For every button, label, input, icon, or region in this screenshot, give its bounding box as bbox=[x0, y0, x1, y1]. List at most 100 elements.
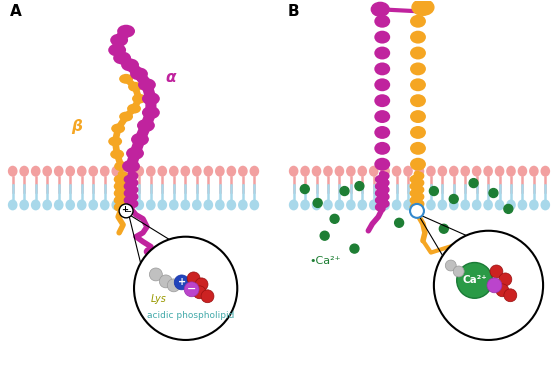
Ellipse shape bbox=[472, 199, 481, 210]
Ellipse shape bbox=[227, 199, 236, 210]
Ellipse shape bbox=[323, 166, 333, 177]
Circle shape bbox=[350, 244, 359, 253]
Circle shape bbox=[175, 275, 189, 290]
Ellipse shape bbox=[42, 166, 52, 177]
Circle shape bbox=[449, 194, 458, 203]
Circle shape bbox=[330, 214, 339, 223]
Ellipse shape bbox=[31, 199, 40, 210]
Ellipse shape bbox=[142, 106, 160, 119]
Ellipse shape bbox=[131, 133, 149, 146]
Ellipse shape bbox=[381, 199, 390, 210]
Ellipse shape bbox=[127, 104, 141, 114]
Circle shape bbox=[150, 268, 162, 281]
Ellipse shape bbox=[113, 52, 131, 65]
Ellipse shape bbox=[357, 199, 367, 210]
Text: +: + bbox=[121, 205, 128, 214]
Ellipse shape bbox=[415, 166, 424, 177]
Ellipse shape bbox=[335, 199, 344, 210]
Ellipse shape bbox=[114, 161, 128, 171]
Ellipse shape bbox=[460, 166, 470, 177]
Ellipse shape bbox=[169, 166, 178, 177]
Ellipse shape bbox=[138, 78, 156, 91]
Ellipse shape bbox=[100, 199, 110, 210]
Ellipse shape bbox=[529, 166, 538, 177]
Text: β: β bbox=[71, 120, 83, 135]
Ellipse shape bbox=[472, 166, 481, 177]
Ellipse shape bbox=[42, 199, 52, 210]
Ellipse shape bbox=[375, 47, 390, 59]
Circle shape bbox=[355, 181, 364, 190]
Circle shape bbox=[456, 262, 493, 298]
Ellipse shape bbox=[110, 34, 128, 47]
Ellipse shape bbox=[375, 63, 390, 75]
Ellipse shape bbox=[410, 110, 426, 123]
Ellipse shape bbox=[483, 166, 493, 177]
Circle shape bbox=[167, 279, 180, 292]
Ellipse shape bbox=[410, 63, 426, 75]
Ellipse shape bbox=[126, 147, 144, 160]
Circle shape bbox=[394, 218, 404, 227]
Ellipse shape bbox=[426, 166, 436, 177]
Circle shape bbox=[187, 272, 200, 285]
Circle shape bbox=[340, 187, 349, 196]
Ellipse shape bbox=[449, 166, 459, 177]
Ellipse shape bbox=[300, 199, 310, 210]
Ellipse shape bbox=[54, 166, 64, 177]
Text: Ca²⁺: Ca²⁺ bbox=[462, 275, 487, 285]
Ellipse shape bbox=[8, 166, 18, 177]
Circle shape bbox=[445, 260, 456, 271]
Ellipse shape bbox=[65, 166, 75, 177]
Circle shape bbox=[439, 224, 448, 233]
Circle shape bbox=[195, 278, 208, 291]
Ellipse shape bbox=[146, 166, 156, 177]
Ellipse shape bbox=[426, 199, 436, 210]
Ellipse shape bbox=[19, 166, 29, 177]
Text: −: − bbox=[124, 207, 132, 217]
Ellipse shape bbox=[346, 166, 356, 177]
Ellipse shape bbox=[335, 166, 344, 177]
Circle shape bbox=[134, 237, 237, 340]
Ellipse shape bbox=[128, 82, 142, 92]
Circle shape bbox=[464, 236, 473, 245]
Ellipse shape bbox=[483, 199, 493, 210]
Ellipse shape bbox=[132, 94, 146, 104]
Ellipse shape bbox=[323, 199, 333, 210]
Ellipse shape bbox=[381, 166, 390, 177]
Ellipse shape bbox=[123, 166, 132, 177]
Ellipse shape bbox=[506, 166, 516, 177]
Ellipse shape bbox=[157, 199, 167, 210]
Circle shape bbox=[496, 284, 509, 297]
Ellipse shape bbox=[375, 15, 390, 28]
Ellipse shape bbox=[375, 30, 390, 43]
Circle shape bbox=[469, 179, 478, 188]
Ellipse shape bbox=[181, 166, 190, 177]
Ellipse shape bbox=[192, 199, 202, 210]
Ellipse shape bbox=[203, 199, 213, 210]
Circle shape bbox=[429, 187, 438, 196]
Ellipse shape bbox=[312, 199, 321, 210]
Ellipse shape bbox=[192, 166, 202, 177]
Ellipse shape bbox=[415, 199, 424, 210]
Ellipse shape bbox=[145, 247, 157, 256]
Ellipse shape bbox=[137, 119, 155, 132]
Ellipse shape bbox=[403, 199, 413, 210]
Ellipse shape bbox=[312, 166, 321, 177]
Ellipse shape bbox=[249, 199, 259, 210]
Ellipse shape bbox=[77, 199, 86, 210]
Ellipse shape bbox=[123, 199, 132, 210]
Ellipse shape bbox=[227, 166, 236, 177]
Circle shape bbox=[119, 204, 133, 218]
Ellipse shape bbox=[517, 166, 527, 177]
Ellipse shape bbox=[375, 94, 390, 107]
Ellipse shape bbox=[108, 43, 126, 56]
Ellipse shape bbox=[108, 136, 122, 146]
Ellipse shape bbox=[410, 142, 426, 155]
Ellipse shape bbox=[121, 59, 139, 72]
Ellipse shape bbox=[8, 199, 18, 210]
Ellipse shape bbox=[392, 199, 402, 210]
Text: A: A bbox=[10, 4, 22, 20]
Ellipse shape bbox=[31, 166, 40, 177]
Circle shape bbox=[453, 266, 464, 277]
Ellipse shape bbox=[410, 30, 426, 43]
Ellipse shape bbox=[157, 166, 167, 177]
